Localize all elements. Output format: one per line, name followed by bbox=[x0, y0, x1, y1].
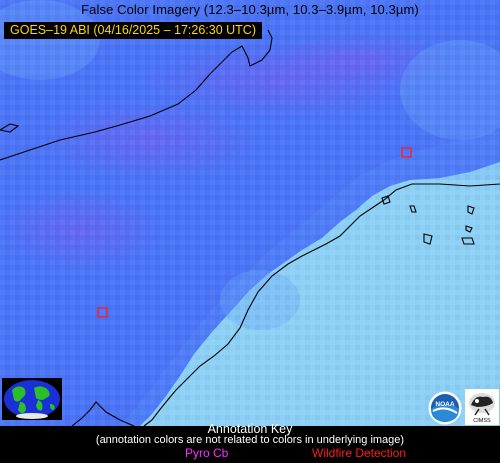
cimss-logo: CIMSS bbox=[465, 389, 499, 425]
satellite-image bbox=[0, 0, 500, 426]
annotation-key: Annotation Key (annotation colors are no… bbox=[0, 422, 500, 463]
annotation-key-title: Annotation Key bbox=[207, 422, 293, 436]
svg-text:CIMSS: CIMSS bbox=[473, 418, 491, 424]
wildfire-detection-marker bbox=[401, 147, 412, 158]
noaa-logo: NOAA bbox=[428, 391, 462, 425]
wildfire-detection-label: Wildfire Detection bbox=[312, 446, 407, 460]
image-title: False Color Imagery (12.3–10.3µm, 10.3–3… bbox=[81, 2, 419, 17]
annotation-key-note: (annotation colors are not related to co… bbox=[95, 434, 405, 446]
wildfire-detection-marker bbox=[97, 307, 108, 318]
satellite-timestamp: GOES–19 ABI (04/16/2025 – 17:26:30 UTC) bbox=[4, 22, 262, 39]
svg-text:NOAA: NOAA bbox=[435, 401, 454, 408]
pyro-cb-label: Pyro Cb bbox=[185, 446, 229, 460]
globe-logo bbox=[2, 378, 62, 420]
coastline bbox=[0, 29, 500, 426]
